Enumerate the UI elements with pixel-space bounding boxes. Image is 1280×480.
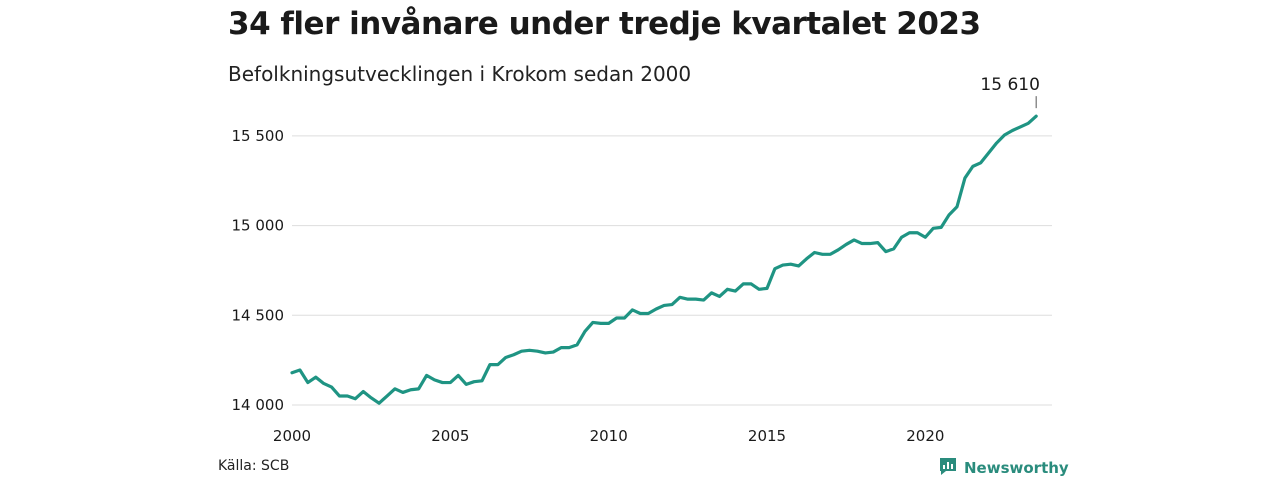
y-tick-label: 15 000 (232, 217, 285, 235)
chart-title: 34 fler invånare under tredje kvartalet … (228, 6, 981, 42)
x-axis-tick-labels: 2000 2005 2010 2015 2020 (273, 427, 945, 445)
x-tick-label: 2005 (431, 427, 469, 445)
y-tick-label: 14 500 (232, 306, 285, 324)
y-tick-label: 14 000 (232, 396, 285, 414)
y-axis-tick-labels: 14 000 14 500 15 000 15 500 (232, 127, 285, 414)
brand-logo[interactable]: Newsworthy (938, 456, 1069, 480)
source-note: Källa: SCB (218, 458, 290, 474)
gridlines (292, 135, 1052, 406)
x-tick-label: 2000 (273, 427, 311, 445)
brand-name: Newsworthy (964, 459, 1069, 477)
population-line (290, 114, 1038, 405)
x-tick-label: 2015 (748, 427, 786, 445)
y-tick-label: 15 500 (232, 127, 285, 145)
chart-subtitle: Befolkningsutvecklingen i Krokom sedan 2… (228, 62, 692, 86)
end-value-label: 15 610 (980, 75, 1039, 95)
x-tick-label: 2020 (906, 427, 944, 445)
x-tick-label: 2010 (590, 427, 628, 445)
newsworthy-logo-icon (938, 456, 958, 480)
